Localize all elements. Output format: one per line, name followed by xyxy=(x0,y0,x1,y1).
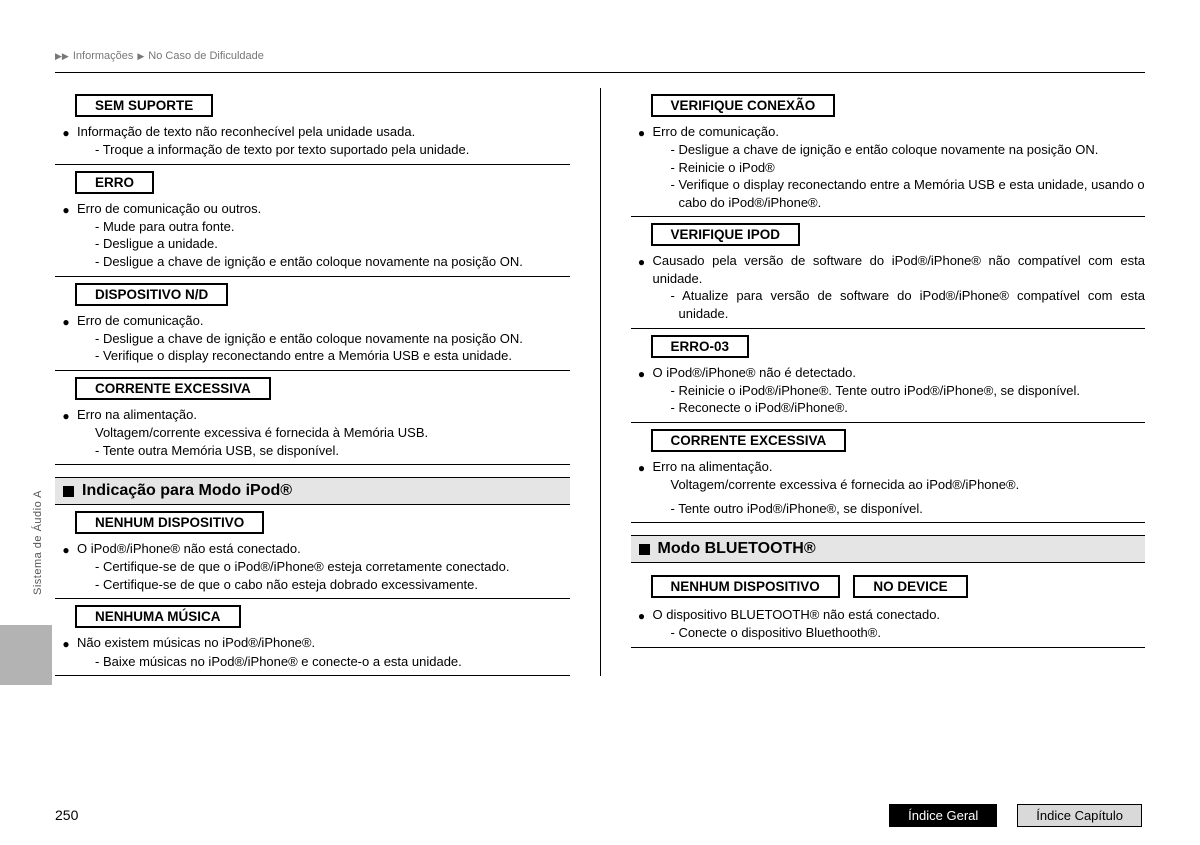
dash-line: - Certifique-se de que o iPod®/iPhone® e… xyxy=(95,558,570,576)
dash-line: - Tente outra Memória USB, se disponível… xyxy=(95,442,570,460)
arrow-icon: ▶▶ xyxy=(55,51,69,62)
bullet: ●Erro de comunicação. xyxy=(55,312,570,330)
index-chapter-button[interactable]: Índice Capítulo xyxy=(1017,804,1142,827)
index-general-button[interactable]: Índice Geral xyxy=(889,804,997,827)
msg-sem-suporte: SEM SUPORTE xyxy=(75,94,213,117)
section-bluetooth: Modo BLUETOOTH® xyxy=(631,535,1146,563)
bullet-dot: ● xyxy=(631,123,653,141)
page-number: 250 xyxy=(55,807,78,823)
dash-line: - Reinicie o iPod® xyxy=(671,159,1146,177)
side-tab xyxy=(0,625,52,685)
rule xyxy=(55,598,570,599)
msg-no-device: NO DEVICE xyxy=(853,575,967,598)
bullet: ●Informação de texto não reconhecível pe… xyxy=(55,123,570,141)
msg-dispositivo-nd: DISPOSITIVO N/D xyxy=(75,283,228,306)
footer-buttons: Índice Geral Índice Capítulo xyxy=(889,804,1142,827)
column-divider xyxy=(600,88,601,676)
bullet-dot: ● xyxy=(631,458,653,476)
rule xyxy=(55,675,570,676)
bullet-dot: ● xyxy=(631,364,653,382)
bullet-text: Causado pela versão de software do iPod®… xyxy=(653,252,1146,287)
square-icon xyxy=(63,486,74,497)
dash-line: - Atualize para versão de software do iP… xyxy=(671,287,1146,322)
bullet: ●Erro de comunicação. xyxy=(631,123,1146,141)
bullet-dot: ● xyxy=(55,406,77,424)
left-column: SEM SUPORTE ●Informação de texto não rec… xyxy=(55,88,570,676)
content-columns: SEM SUPORTE ●Informação de texto não rec… xyxy=(55,88,1145,676)
right-column: VERIFIQUE CONEXÃO ●Erro de comunicação. … xyxy=(631,88,1146,676)
breadcrumb: ▶▶ Informações ▶ No Caso de Dificuldade xyxy=(55,50,1145,62)
bullet-text: Erro na alimentação. xyxy=(77,406,570,424)
msg-verifique-ipod: VERIFIQUE IPOD xyxy=(651,223,801,246)
msg-nenhum-dispositivo-bt: NENHUM DISPOSITIVO xyxy=(651,575,840,598)
dash-line: - Verifique o display reconectando entre… xyxy=(95,347,570,365)
bullet-dot: ● xyxy=(55,634,77,652)
dash-line: - Certifique-se de que o cabo não esteja… xyxy=(95,576,570,594)
square-icon xyxy=(639,544,650,555)
sub-line: Voltagem/corrente excessiva é fornecida … xyxy=(95,424,570,442)
rule xyxy=(55,164,570,165)
rule xyxy=(55,276,570,277)
msg-verifique-conexao: VERIFIQUE CONEXÃO xyxy=(651,94,836,117)
bullet: ●O iPod®/iPhone® não é detectado. xyxy=(631,364,1146,382)
bullet-text: Informação de texto não reconhecível pel… xyxy=(77,123,570,141)
bullet: ●Não existem músicas no iPod®/iPhone®. xyxy=(55,634,570,652)
side-label: Sistema de Áudio A xyxy=(32,490,44,595)
bullet: ●Erro na alimentação. xyxy=(55,406,570,424)
top-rule xyxy=(55,72,1145,73)
msg-row: NENHUM DISPOSITIVO NO DEVICE xyxy=(651,569,1146,602)
bullet: ●O dispositivo BLUETOOTH® não está conec… xyxy=(631,606,1146,624)
rule xyxy=(55,370,570,371)
bullet: ●O iPod®/iPhone® não está conectado. xyxy=(55,540,570,558)
arrow-icon: ▶ xyxy=(137,51,144,62)
dash-line: - Desligue a chave de ignição e então co… xyxy=(671,141,1146,159)
bullet-dot: ● xyxy=(55,200,77,218)
rule xyxy=(631,522,1146,523)
rule xyxy=(631,216,1146,217)
dash-line: - Reconecte o iPod®/iPhone®. xyxy=(671,399,1146,417)
dash-line: - Desligue a chave de ignição e então co… xyxy=(95,253,570,271)
dash-line: - Tente outro iPod®/iPhone®, se disponív… xyxy=(671,500,1146,518)
rule xyxy=(631,647,1146,648)
rule xyxy=(55,464,570,465)
bullet-text: O iPod®/iPhone® não é detectado. xyxy=(653,364,1146,382)
bullet: ●Erro na alimentação. xyxy=(631,458,1146,476)
breadcrumb-page: No Caso de Dificuldade xyxy=(148,50,264,62)
section-ipod: Indicação para Modo iPod® xyxy=(55,477,570,505)
bullet-text: O dispositivo BLUETOOTH® não está conect… xyxy=(653,606,1146,624)
bullet: ●Causado pela versão de software do iPod… xyxy=(631,252,1146,287)
msg-corrente-excessiva-r: CORRENTE EXCESSIVA xyxy=(651,429,847,452)
msg-nenhuma-musica: NENHUMA MÚSICA xyxy=(75,605,241,628)
rule xyxy=(631,328,1146,329)
section-title: Modo BLUETOOTH® xyxy=(658,540,816,558)
dash-line: - Baixe músicas no iPod®/iPhone® e conec… xyxy=(95,653,570,671)
dash-line: - Reinicie o iPod®/iPhone®. Tente outro … xyxy=(671,382,1146,400)
bullet-dot: ● xyxy=(55,540,77,558)
bullet-text: Erro de comunicação. xyxy=(77,312,570,330)
msg-corrente-excessiva: CORRENTE EXCESSIVA xyxy=(75,377,271,400)
msg-erro-03: ERRO-03 xyxy=(651,335,750,358)
bullet-dot: ● xyxy=(631,252,653,287)
dash-line: - Troque a informação de texto por texto… xyxy=(95,141,570,159)
section-title: Indicação para Modo iPod® xyxy=(82,482,292,500)
bullet: ●Erro de comunicação ou outros. xyxy=(55,200,570,218)
bullet-dot: ● xyxy=(55,312,77,330)
breadcrumb-section: Informações xyxy=(73,50,134,62)
dash-line: - Conecte o dispositivo Bluethooth®. xyxy=(671,624,1146,642)
bullet-dot: ● xyxy=(631,606,653,624)
bullet-text: Erro na alimentação. xyxy=(653,458,1146,476)
bullet-text: Não existem músicas no iPod®/iPhone®. xyxy=(77,634,570,652)
msg-nenhum-dispositivo: NENHUM DISPOSITIVO xyxy=(75,511,264,534)
dash-line: - Mude para outra fonte. xyxy=(95,218,570,236)
msg-erro: ERRO xyxy=(75,171,154,194)
bullet-text: Erro de comunicação ou outros. xyxy=(77,200,570,218)
dash-line: - Desligue a chave de ignição e então co… xyxy=(95,330,570,348)
rule xyxy=(631,422,1146,423)
dash-line: - Desligue a unidade. xyxy=(95,235,570,253)
dash-line: - Verifique o display reconectando entre… xyxy=(671,176,1146,211)
sub-line: Voltagem/corrente excessiva é fornecida … xyxy=(671,476,1146,494)
bullet-dot: ● xyxy=(55,123,77,141)
bullet-text: O iPod®/iPhone® não está conectado. xyxy=(77,540,570,558)
bullet-text: Erro de comunicação. xyxy=(653,123,1146,141)
